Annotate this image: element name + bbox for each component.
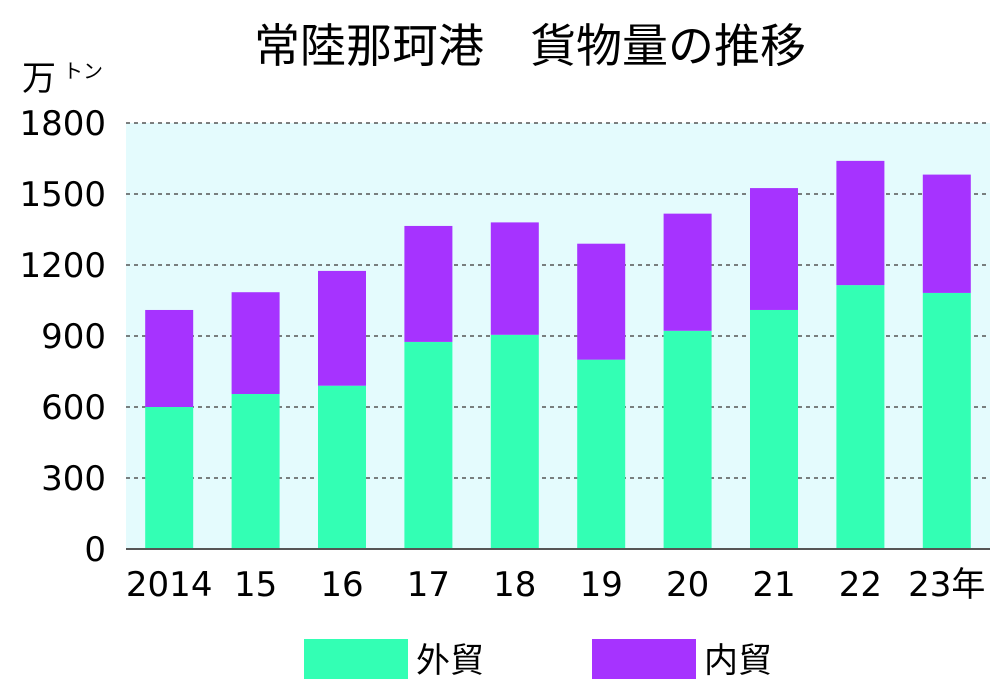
- bar-foreign-trade: [404, 341, 453, 549]
- y-tick-label: 1200: [19, 246, 106, 286]
- bar-foreign-trade: [231, 393, 280, 549]
- x-tick-label: 22: [839, 565, 882, 605]
- y-tick-label: 600: [41, 388, 106, 428]
- bar-foreign-trade: [836, 285, 885, 549]
- x-tick-label: 18: [493, 565, 536, 605]
- x-tick-label: 15: [234, 565, 277, 605]
- bar-domestic-trade: [145, 309, 194, 407]
- y-axis-unit-small: トン: [63, 59, 103, 83]
- x-tick-label: 20: [666, 565, 709, 605]
- x-tick-labels: 2014 15 16 17 18 19 20 21 22 23年: [126, 565, 985, 605]
- y-tick-label: 0: [84, 530, 106, 570]
- bar-domestic-trade: [922, 174, 971, 293]
- bar-foreign-trade: [490, 334, 539, 549]
- y-tick-label: 1500: [19, 175, 106, 215]
- bars: [145, 160, 971, 549]
- bar-foreign-trade: [318, 385, 366, 549]
- legend-label: 外貿: [416, 641, 484, 681]
- bar-domestic-trade: [836, 160, 885, 286]
- bar-foreign-trade: [663, 330, 712, 549]
- bar-domestic-trade: [750, 188, 798, 310]
- x-tick-label: 17: [407, 565, 450, 605]
- y-axis-unit: 万: [22, 59, 56, 99]
- legend-swatch: [304, 639, 408, 679]
- bar-foreign-trade: [922, 292, 971, 549]
- bar-domestic-trade: [231, 292, 280, 394]
- x-tick-label: 23年: [908, 565, 985, 605]
- bar-domestic-trade: [404, 225, 453, 342]
- bar-domestic-trade: [490, 222, 539, 335]
- legend-swatch: [592, 639, 696, 679]
- y-tick-label: 1800: [19, 104, 106, 144]
- x-tick-label: 19: [580, 565, 623, 605]
- bar-domestic-trade: [318, 270, 366, 386]
- legend-label: 内貿: [704, 641, 772, 681]
- bar-domestic-trade: [663, 213, 712, 331]
- chart-title: 常陸那珂港 貨物量の推移: [254, 19, 806, 73]
- bar-foreign-trade: [577, 359, 626, 549]
- y-tick-label: 900: [41, 317, 106, 357]
- x-tick-label: 21: [752, 565, 795, 605]
- bar-foreign-trade: [145, 407, 194, 549]
- y-tick-labels: 0 300 600 900 1200 1500 1800: [19, 104, 106, 570]
- x-tick-label: 16: [320, 565, 363, 605]
- x-tick-label: 2014: [126, 565, 213, 605]
- bar-domestic-trade: [577, 243, 626, 360]
- y-tick-label: 300: [41, 459, 106, 499]
- bar-foreign-trade: [750, 309, 798, 549]
- legend: 外貿 内貿: [304, 639, 772, 681]
